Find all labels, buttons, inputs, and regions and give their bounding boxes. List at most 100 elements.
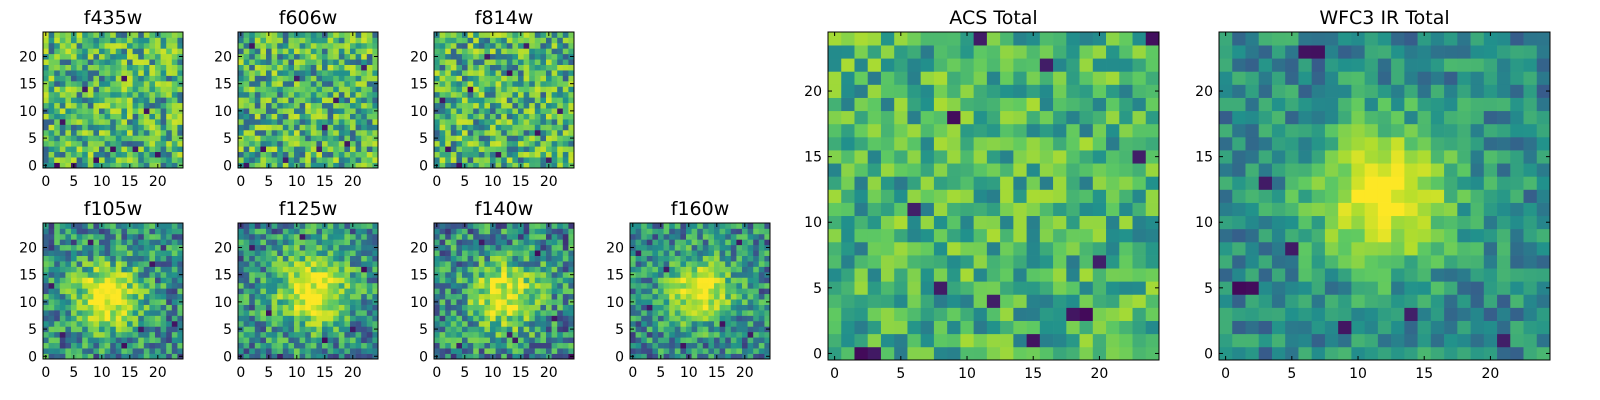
heatmap-cell <box>546 102 552 109</box>
heatmap-cell <box>546 299 552 305</box>
heatmap-cell <box>104 140 111 147</box>
heatmap-cell <box>686 315 692 322</box>
heatmap-cell <box>277 80 284 87</box>
heatmap-cell <box>557 288 564 295</box>
heatmap-cell <box>663 223 670 229</box>
x-tick-label: 0 <box>432 174 441 190</box>
heatmap-cell <box>512 37 519 44</box>
heatmap-cell <box>115 37 122 44</box>
heatmap-cell <box>48 64 55 71</box>
heatmap-cell <box>501 119 508 125</box>
heatmap-cell <box>506 244 513 251</box>
heatmap-cell <box>372 48 379 55</box>
heatmap-cell <box>271 310 278 316</box>
heatmap-cell <box>355 223 362 229</box>
heatmap-cell <box>59 70 66 76</box>
heatmap-cell <box>59 304 66 311</box>
heatmap-cell <box>867 281 882 295</box>
heatmap-cell <box>540 113 547 120</box>
heatmap-cell <box>534 91 541 98</box>
heatmap-cell <box>646 320 653 327</box>
heatmap-cell <box>1145 346 1160 361</box>
heatmap-cell <box>551 233 558 240</box>
heatmap-cell <box>338 86 345 93</box>
heatmap-cell <box>76 59 83 65</box>
heatmap-cell <box>1106 320 1120 335</box>
heatmap-cell <box>546 277 552 284</box>
heatmap-cell <box>462 331 468 338</box>
heatmap-cell <box>310 97 317 104</box>
heatmap-cell <box>529 261 536 267</box>
heatmap-cell <box>534 86 541 93</box>
heatmap-cell <box>546 140 552 147</box>
heatmap-cell <box>562 59 569 65</box>
heatmap-cell <box>907 189 922 203</box>
heatmap-cell <box>506 102 513 109</box>
heatmap-cell <box>372 228 379 235</box>
heatmap-cell <box>1145 255 1160 269</box>
heatmap-cell <box>121 271 128 278</box>
heatmap-cell <box>143 70 150 76</box>
heatmap-cell <box>155 304 161 311</box>
heatmap-cell <box>1079 241 1094 256</box>
heatmap-cell <box>456 250 463 256</box>
heatmap-cell <box>894 215 908 230</box>
heatmap-cell <box>171 70 178 76</box>
heatmap-cell <box>1145 307 1160 321</box>
heatmap-cell <box>523 37 530 44</box>
heatmap-cell <box>238 64 244 71</box>
heatmap-cell <box>322 97 328 104</box>
heatmap-cell <box>76 320 83 327</box>
heatmap-cell <box>115 59 122 65</box>
heatmap-cell <box>271 288 278 295</box>
heatmap-cell <box>87 304 94 311</box>
heatmap-cell <box>48 162 55 169</box>
heatmap-cell <box>138 282 145 289</box>
heatmap-cell <box>1013 163 1027 177</box>
heatmap-cell <box>691 255 698 262</box>
heatmap-cell <box>669 255 676 262</box>
heatmap-cell <box>254 32 261 38</box>
heatmap-cell <box>149 293 156 300</box>
heatmap-cell <box>76 86 83 93</box>
heatmap-cell <box>282 151 289 158</box>
heatmap-cell <box>316 353 323 360</box>
heatmap-cell <box>305 124 312 131</box>
heatmap-cell <box>529 315 536 322</box>
heatmap-cell <box>54 157 61 163</box>
heatmap-cell <box>299 42 306 49</box>
heatmap-cell <box>697 282 704 289</box>
heatmap-cell <box>854 241 869 256</box>
heatmap-cell <box>512 70 519 76</box>
heatmap-cell <box>132 326 139 333</box>
heatmap-cell <box>127 59 133 65</box>
heatmap-cell <box>76 271 83 278</box>
heatmap-cell <box>551 162 558 169</box>
heatmap-cell <box>160 277 167 284</box>
heatmap-cell <box>71 228 77 235</box>
heatmap-cell <box>658 277 664 284</box>
heatmap-cell <box>249 108 256 114</box>
heatmap-cell <box>115 293 122 300</box>
heatmap-cell <box>310 151 317 158</box>
heatmap-cell <box>841 294 855 308</box>
heatmap-cell <box>512 32 519 38</box>
heatmap-cell <box>333 53 340 60</box>
heatmap-cell <box>540 91 547 98</box>
heatmap-cell <box>495 91 502 98</box>
heatmap-cell <box>243 64 250 71</box>
heatmap-cell <box>71 331 77 338</box>
heatmap-cell <box>501 102 508 109</box>
heatmap-cell <box>495 124 502 131</box>
heatmap-cell <box>271 271 278 278</box>
heatmap-cell <box>523 250 530 256</box>
heatmap-cell <box>171 288 178 295</box>
heatmap-cell <box>725 299 732 305</box>
heatmap-cell <box>960 294 974 308</box>
heatmap-cell <box>132 53 139 60</box>
heatmap-cell <box>299 315 306 322</box>
heatmap-cell <box>260 239 267 246</box>
heatmap-cell <box>933 294 948 308</box>
heatmap-cell <box>529 119 536 125</box>
heatmap-cell <box>138 108 145 114</box>
